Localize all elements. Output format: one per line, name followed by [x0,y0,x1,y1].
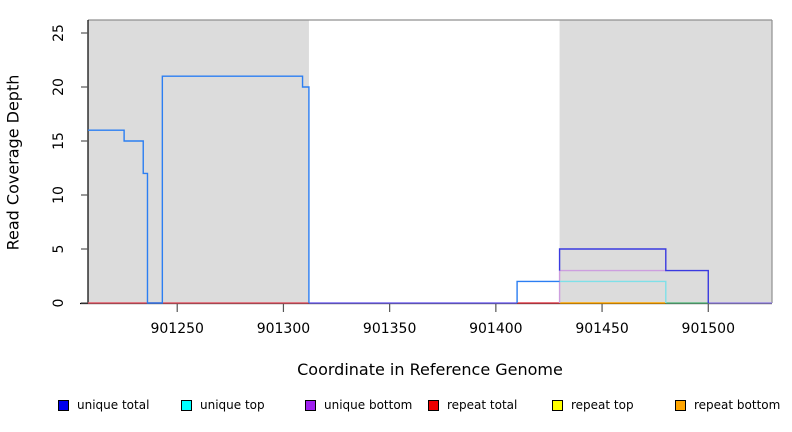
y-tick-label: 15 [51,132,67,150]
coverage-line-unique-total-top-rise [516,280,560,303]
x-tick-label: 901300 [257,321,310,337]
x-tick-label: 901450 [575,321,628,337]
shaded-repeat-region [88,20,309,303]
legend-swatch-icon [181,399,192,411]
x-axis-title: Coordinate in Reference Genome [297,360,563,379]
legend-label: unique bottom [324,398,413,412]
legend-label: unique top [200,398,265,412]
y-tick-label: 0 [51,299,67,308]
x-tick-label: 901350 [363,321,416,337]
legend-item-unique-bottom: unique bottom [305,396,412,414]
legend-item-repeat-total: repeat total [428,396,517,414]
legend-label: repeat bottom [694,398,781,412]
legend-swatch-icon [675,399,686,411]
y-tick-label: 10 [51,186,67,204]
legend-swatch-icon [58,399,69,411]
legend-item-repeat-bottom: repeat bottom [675,396,780,414]
y-tick-label: 20 [51,78,67,96]
legend-label: unique total [77,398,150,412]
legend-item-repeat-top: repeat top [552,396,634,414]
y-axis-title: Read Coverage Depth [3,74,23,251]
y-tick-label: 5 [51,245,67,254]
x-tick-label: 901250 [150,321,203,337]
coverage-line-unique-total-right [558,248,709,303]
legend-label: repeat top [571,398,634,412]
y-tick-label: 25 [51,24,67,42]
coverage-line-unique-top-step [559,280,667,303]
legend-swatch-icon [428,399,439,411]
legend-item-unique-total: unique total [58,396,149,414]
legend-swatch-icon [552,399,563,411]
legend-label: repeat total [447,398,518,412]
x-tick-label: 901500 [682,321,735,337]
legend-swatch-icon [305,399,316,411]
legend: unique total unique top unique bottom repea… [0,396,792,416]
coverage-line-unique-total-top-left [88,75,310,304]
legend-item-unique-top: unique top [181,396,265,414]
x-tick-label: 901400 [469,321,522,337]
